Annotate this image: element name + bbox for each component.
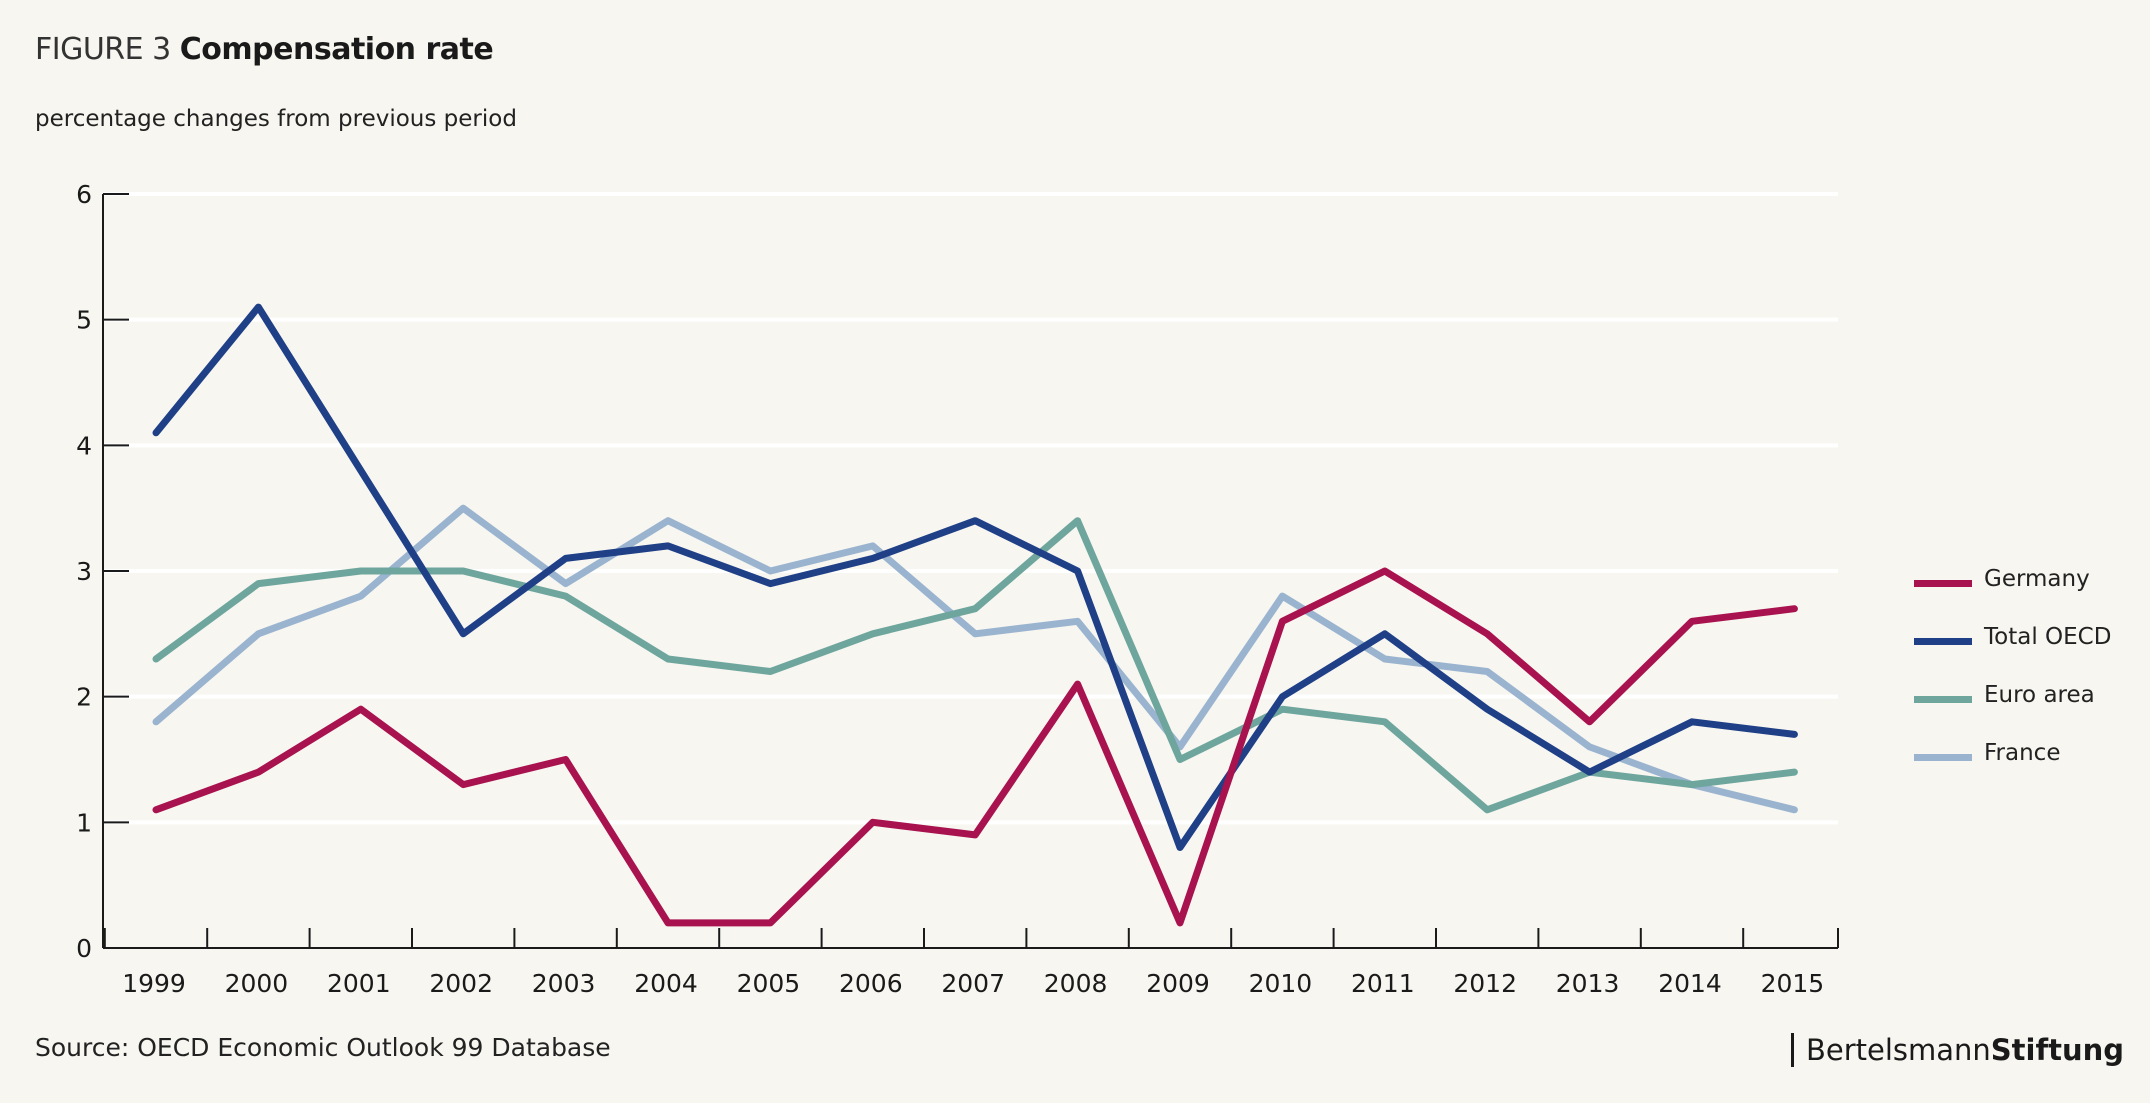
x-tick-label: 1999 <box>122 969 186 998</box>
x-tick-label: 2001 <box>327 969 391 998</box>
figure-label: FIGURE 3 <box>35 32 171 67</box>
y-tick-label: 5 <box>76 306 92 335</box>
y-tick-label: 4 <box>76 431 92 460</box>
y-tick-label: 1 <box>76 808 92 837</box>
chart-title: Compensation rate <box>179 32 494 67</box>
x-tick-label: 2014 <box>1658 969 1722 998</box>
y-tick-label: 0 <box>76 934 92 963</box>
x-tick-label: 2007 <box>941 969 1005 998</box>
grid-lines <box>103 192 1838 825</box>
chart-subtitle: percentage changes from previous period <box>35 106 517 132</box>
legend-swatch <box>1914 696 1972 703</box>
series-lines <box>152 303 1798 927</box>
brand-part1: Bertelsmann <box>1805 1033 1991 1067</box>
legend-label: Germany <box>1984 566 2090 592</box>
x-tick-label: 2006 <box>839 969 903 998</box>
figure-title: FIGURE 3 Compensation rate <box>35 32 494 67</box>
x-tick-label: 2013 <box>1556 969 1620 998</box>
x-tick-label: 2011 <box>1351 969 1415 998</box>
series-line-euro-area <box>152 517 1798 814</box>
x-tick-label: 2005 <box>737 969 801 998</box>
x-tick-label: 2002 <box>429 969 493 998</box>
x-tick-label: 2004 <box>634 969 698 998</box>
y-tick-label: 2 <box>76 683 92 712</box>
legend-swatch <box>1914 638 1972 645</box>
legend-label: Euro area <box>1984 682 2095 708</box>
x-tick-label: 2008 <box>1044 969 1108 998</box>
source-note: Source: OECD Economic Outlook 99 Databas… <box>35 1033 611 1062</box>
legend-swatch <box>1914 580 1972 587</box>
x-tick-label: 2015 <box>1761 969 1825 998</box>
brand-logo: BertelsmannStiftung <box>1790 1033 2124 1067</box>
legend-label: Total OECD <box>1984 624 2112 650</box>
y-tick-label: 3 <box>76 557 92 586</box>
series-line-germany <box>152 567 1798 927</box>
series-line-france <box>152 504 1798 814</box>
x-tick-label: 2009 <box>1146 969 1210 998</box>
axes: 0 1 2 3 4 5 6 1999 2000 2001 2002 2003 2004 2005 2006 2… <box>76 180 1839 998</box>
x-tick-label: 2000 <box>225 969 289 998</box>
legend-label: France <box>1984 740 2061 766</box>
x-tick-label: 2012 <box>1453 969 1517 998</box>
x-tick-label: 2003 <box>532 969 596 998</box>
brand-part2: Stiftung <box>1990 1033 2124 1067</box>
legend-swatch <box>1914 754 1972 761</box>
y-tick-label: 6 <box>76 180 92 209</box>
x-tick-label: 2010 <box>1249 969 1313 998</box>
series-line-total-oecd <box>152 303 1798 851</box>
